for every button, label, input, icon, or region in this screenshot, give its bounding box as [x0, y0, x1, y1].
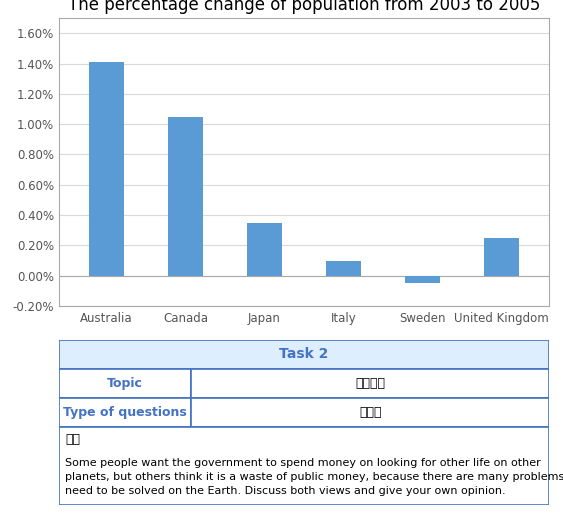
Bar — [326, 261, 361, 276]
Text: 政府职能: 政府职能 — [355, 377, 385, 390]
Title: The percentage change of population from 2003 to 2005: The percentage change of population from… — [68, 0, 540, 14]
Text: Some people want the government to spend money on looking for other life on othe: Some people want the government to spend… — [65, 458, 563, 496]
FancyBboxPatch shape — [59, 340, 549, 369]
Text: 题目: 题目 — [65, 433, 81, 446]
FancyBboxPatch shape — [191, 369, 549, 398]
Bar — [168, 116, 203, 276]
Bar — [405, 276, 440, 283]
Text: Type of questions: Type of questions — [64, 406, 187, 419]
FancyBboxPatch shape — [59, 369, 191, 398]
Bar — [89, 62, 124, 276]
Text: Topic: Topic — [108, 377, 143, 390]
FancyBboxPatch shape — [59, 398, 191, 426]
FancyBboxPatch shape — [191, 398, 549, 426]
Bar — [247, 222, 282, 276]
Bar — [484, 238, 519, 276]
Text: Task 2: Task 2 — [279, 348, 329, 362]
Text: 讨论类: 讨论类 — [359, 406, 381, 419]
FancyBboxPatch shape — [59, 426, 549, 505]
